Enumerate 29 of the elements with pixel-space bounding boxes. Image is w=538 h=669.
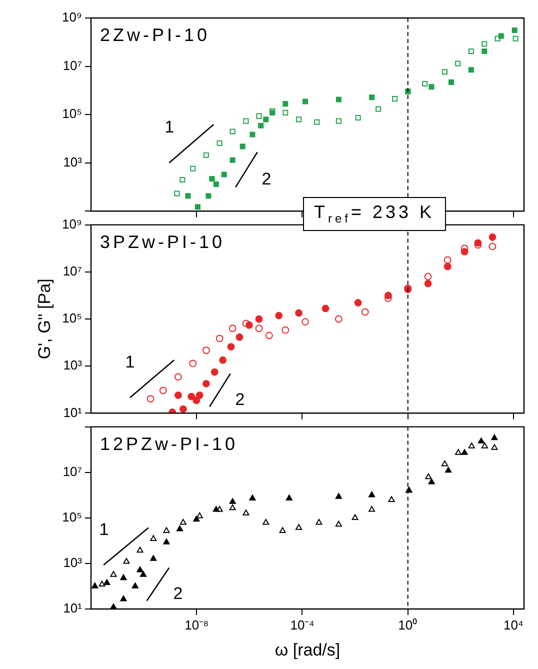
y-tick-label: 10⁷ bbox=[62, 464, 82, 479]
x-tick-label: 10⁻⁴ bbox=[290, 617, 314, 632]
y-tick-label: 10¹ bbox=[63, 600, 83, 616]
y-tick-label: 10⁷ bbox=[62, 263, 82, 278]
x-tick-label: 10⁰ bbox=[398, 617, 418, 632]
y-tick-label: 10³ bbox=[63, 154, 83, 170]
x-tick-label: 10⁴ bbox=[503, 617, 524, 632]
annotation: T$_{ref}$= 233 K bbox=[303, 197, 446, 231]
annotation: 2 bbox=[173, 584, 183, 603]
annotation: 1 bbox=[99, 520, 109, 540]
y-tick-label: 10⁹ bbox=[62, 216, 82, 232]
annotation: 1 bbox=[125, 352, 135, 372]
y-tick-label: 10⁵ bbox=[62, 106, 82, 122]
y-axis-title: G', G'' [Pa] bbox=[34, 278, 54, 360]
annotation: 2 bbox=[262, 169, 272, 188]
y-tick-label: 10⁵ bbox=[62, 310, 82, 326]
y-tick-label: 10³ bbox=[63, 555, 83, 570]
y-tick-label: 10⁷ bbox=[62, 58, 82, 73]
y-tick-label: 10³ bbox=[63, 358, 83, 373]
y-tick-label: 10⁹ bbox=[62, 10, 82, 25]
y-tick-label: 10⁵ bbox=[62, 509, 82, 524]
chart-title: 12PZw-PI-10 bbox=[100, 434, 238, 454]
annotation: 2 bbox=[235, 390, 245, 409]
x-axis-title: ω [rad/s] bbox=[274, 640, 340, 660]
x-tick-label: 10⁻⁸ bbox=[184, 617, 209, 632]
y-tick-label: 10¹ bbox=[63, 404, 83, 420]
chart-title: 2Zw-PI-10 bbox=[100, 24, 210, 45]
chart-title: 3PZw-PI-10 bbox=[100, 232, 226, 252]
annotation: 1 bbox=[164, 117, 174, 136]
